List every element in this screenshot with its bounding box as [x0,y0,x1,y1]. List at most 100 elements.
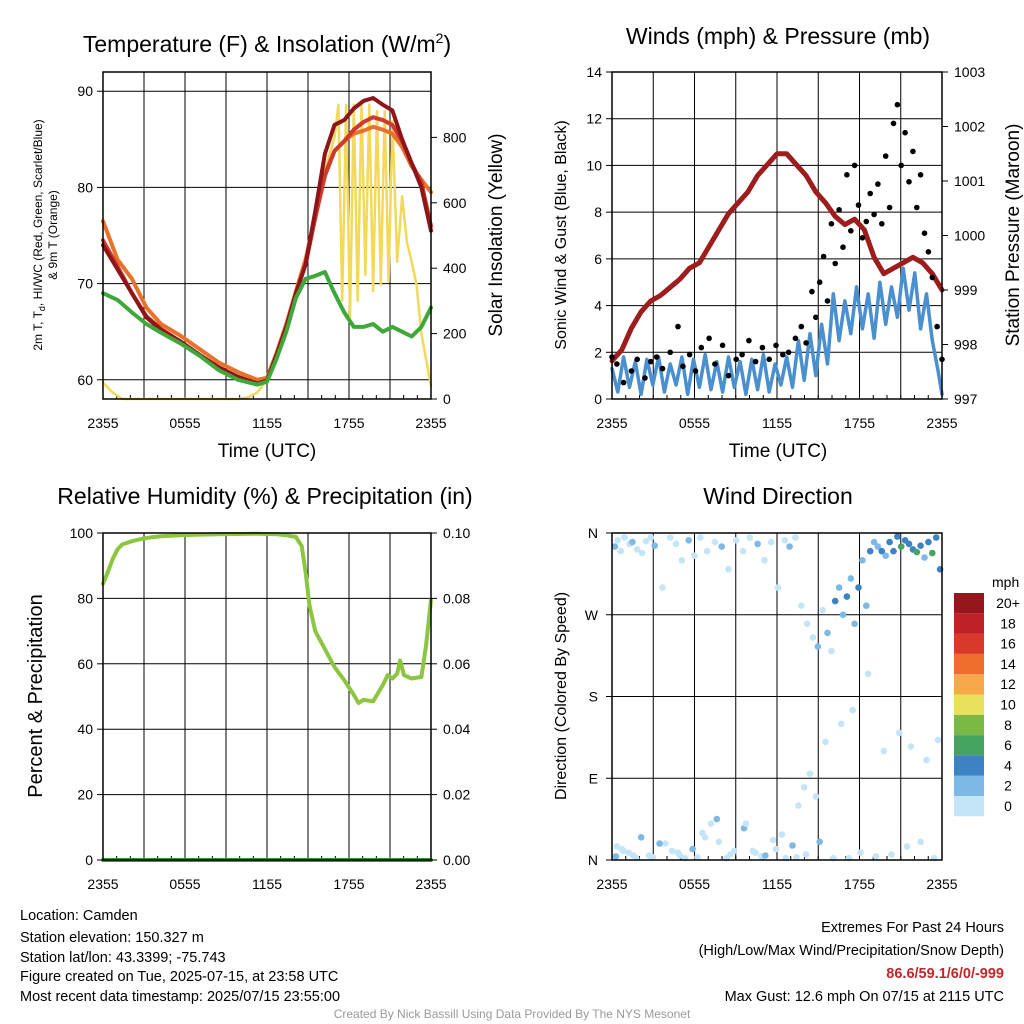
gust-point [882,153,889,159]
direction-point [621,534,628,541]
series-line [610,266,944,397]
direction-point [917,838,924,846]
y-tick-label: 20 [77,787,93,803]
colorbar-swatch [954,633,984,654]
direction-point [800,784,808,791]
credit-line: Created By Nick Bassill Using Data Provi… [333,1007,691,1021]
x-tick-label: 1755 [844,415,875,431]
y-tick-label: E [589,770,598,786]
direction-point [656,840,663,847]
colorbar-swatch [954,694,984,715]
panel-winds-pressure: 2355 0555 1155 1755 2355 0 2 4 6 8 10 12 14 997 998 999… [553,23,1024,462]
direction-point [809,634,817,641]
colorbar-swatch [954,653,984,675]
direction-point [701,834,709,841]
x-tick-label: 2355 [926,415,957,431]
y2-tick-label: 1001 [954,173,985,189]
direction-point [803,620,811,628]
direction-point [843,593,851,600]
y-axis-label: Direction (Colored By Speed) [553,592,570,800]
gust-point [836,207,842,213]
direction-point [851,620,858,628]
colorbar-label: 16 [1000,636,1016,652]
plot-border [611,71,943,400]
x-tick-label: 1155 [762,415,792,431]
y2-tick-label: 800 [443,129,467,145]
direction-point [739,547,747,555]
direction-point [925,538,932,546]
y-tick-label: 60 [77,372,93,388]
y2-tick-label: 998 [954,337,978,353]
gust-point [809,288,815,295]
colorbar-label: 0 [1004,798,1012,814]
gust-point [851,162,858,169]
colorbar-swatch [954,674,984,695]
max-gust: Max Gust: 12.6 mph On 07/15 at 2115 UTC [724,989,1004,1005]
colorbar-label: 18 [1000,615,1016,631]
x-tick-label: 1155 [762,876,792,892]
direction-point [789,842,796,849]
plot-border [611,532,943,861]
gust-point [894,101,901,108]
colorbar-swatch [954,714,984,736]
gust-point [890,120,897,127]
direction-point [866,547,874,555]
x-tick-label: 1155 [252,415,282,431]
direction-point [929,549,936,557]
direction-point [837,720,845,728]
y-tick-label: 2 [594,344,602,360]
gust-point [634,356,640,363]
y-tick-label: N [588,852,598,868]
y2-tick-label: 400 [443,260,467,276]
direction-point [629,538,636,546]
gust-point [719,342,726,349]
colorbar-label: 4 [1004,757,1012,773]
y2-tick-label: 0.10 [443,525,470,541]
direction-point [614,537,622,544]
direction-point [917,542,924,549]
y-tick-label: N [588,525,598,541]
series-line [101,531,433,705]
y-tick-label: 0 [594,391,602,407]
direction-point [637,834,645,841]
direction-point [857,849,864,856]
y-tick-label: W [585,607,599,623]
gust-point [875,181,881,187]
gust-point [628,368,635,374]
gust-point [855,202,862,208]
y-tick-label: S [589,689,598,705]
gust-point [871,211,877,218]
direction-point [633,546,641,553]
panel-temperature: 2355 0555 1155 1755 2355 60 70 80 90 0 200 400 600 80… [31,30,507,462]
gust-point [733,356,739,363]
direction-point [732,537,740,544]
direction-point [713,815,721,823]
gust-point [879,221,885,227]
gust-point [739,351,745,358]
gust-point [921,230,928,236]
y2-tick-label: 0 [443,391,451,407]
y-tick-label: 80 [77,590,93,606]
direction-point [863,602,870,609]
direction-point [645,852,653,859]
x-tick-label: 1155 [252,876,282,892]
direction-point [907,743,915,750]
colorbar-label: 2 [1004,778,1012,794]
direction-point [847,575,855,582]
y-axis-label: Percent & Precipitation [25,594,47,797]
direction-point [890,547,897,555]
x-tick-label: 1755 [844,876,875,892]
y2-tick-label: 0.00 [443,852,470,868]
colorbar-label: 12 [1000,676,1016,692]
colorbar-unit: mph [992,574,1019,590]
colorbar-label: 6 [1004,737,1012,753]
direction-point [707,820,715,827]
x-tick-label: 2355 [87,876,118,892]
direction-point [772,845,780,853]
y2-tick-label: 200 [443,326,467,342]
direction-point [703,547,711,555]
series-line [609,151,945,364]
footer-recent: Most recent data timestamp: 2025/07/15 2… [20,989,341,1005]
gust-point [798,323,805,330]
direction-point [618,845,625,853]
